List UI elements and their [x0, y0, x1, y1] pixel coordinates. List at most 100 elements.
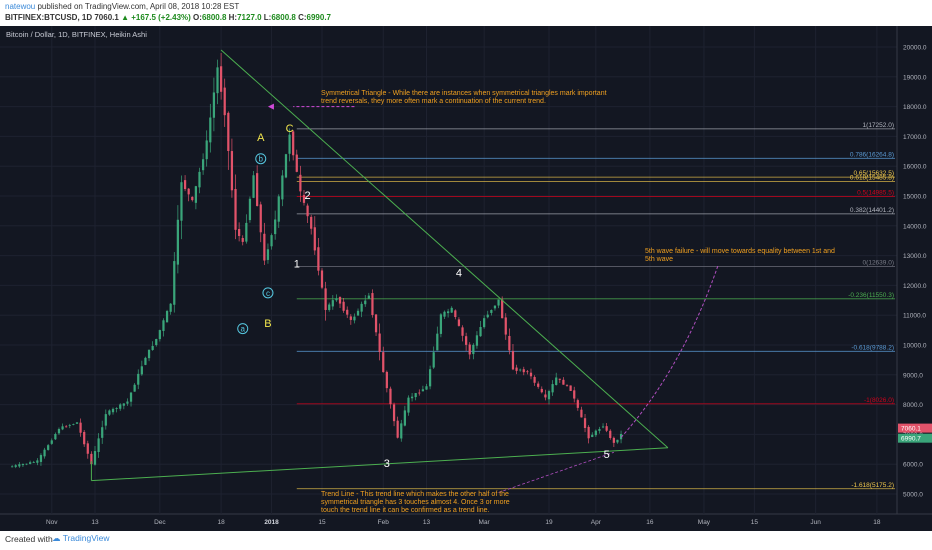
price-change: ▲ +167.5 (+2.43%) — [121, 13, 191, 22]
candle-body — [104, 414, 107, 426]
candle-body — [356, 310, 360, 316]
candle-body — [446, 311, 450, 314]
candle-body — [353, 316, 356, 321]
candle-body — [216, 67, 219, 94]
fib-level-label: 0.5(14985.5) — [857, 189, 894, 196]
candle-body — [591, 434, 594, 438]
candle-body — [65, 426, 68, 428]
fib-level-label: 0.786(16264.8) — [850, 151, 894, 158]
candle-body — [598, 428, 601, 431]
fib-level-label: 0.618(15485.8) — [850, 175, 894, 182]
price-badge-label: 6990.7 — [901, 436, 921, 443]
candle-body — [68, 425, 71, 426]
candle-body — [295, 154, 298, 172]
candle-body — [108, 410, 111, 415]
price-chart[interactable]: 20000.019000.018000.017000.016000.015000… — [0, 26, 932, 531]
candle-body — [50, 440, 53, 444]
candle-body — [198, 171, 201, 188]
candle-body — [162, 320, 165, 331]
annotation-line: 5th wave failure - will move towards equ… — [645, 248, 835, 255]
candle-body — [205, 140, 208, 160]
candle-body — [428, 369, 432, 387]
candle-body — [425, 386, 428, 390]
candle-body — [299, 174, 302, 192]
candle-body — [594, 430, 597, 436]
candle-body — [432, 352, 435, 368]
wave-label: 1 — [294, 259, 300, 271]
fib-level-label: 1(17252.0) — [863, 122, 894, 129]
wave-label-circle — [237, 323, 249, 335]
publisher-line: natewou published on TradingView.com, Ap… — [5, 2, 239, 11]
candle-body — [522, 369, 525, 373]
candle-body — [537, 383, 540, 387]
annotation-arrowhead — [267, 103, 274, 110]
candle-body — [183, 180, 187, 190]
y-tick-label: 6000.0 — [903, 462, 923, 469]
candle-body — [418, 392, 421, 394]
candle-body — [137, 373, 140, 385]
candle-body — [227, 112, 230, 152]
chart-title: Bitcoin / Dollar, 1D, BITFINEX, Heikin A… — [6, 30, 147, 39]
candle-body — [533, 376, 536, 383]
candle-body — [292, 131, 295, 156]
candle-body — [18, 464, 21, 467]
candle-body — [587, 426, 590, 439]
y-tick-label: 16000.0 — [903, 164, 927, 171]
y-tick-label: 15000.0 — [903, 194, 927, 201]
wave-label: 4 — [456, 267, 462, 279]
candle-body — [93, 451, 97, 465]
fib-level-label: -1(8026.0) — [864, 397, 894, 404]
candle-body — [90, 453, 93, 465]
triangle-lower-line — [91, 447, 668, 482]
candle-body — [54, 434, 57, 440]
candle-body — [209, 117, 212, 143]
candle-body — [515, 367, 518, 371]
candle-body — [576, 400, 579, 408]
candle-body — [201, 159, 205, 171]
candle-body — [364, 300, 367, 305]
candle-body — [21, 464, 25, 466]
last-price: 7060.1 — [94, 13, 119, 22]
candle-body — [486, 314, 489, 318]
x-tick-label: 2018 — [264, 519, 279, 526]
annotation-line: symmetrical triangle has 3 touches almos… — [321, 499, 510, 506]
low-label: L: — [263, 13, 272, 22]
candle-body — [508, 335, 511, 351]
candle-body — [601, 426, 605, 428]
candle-body — [302, 195, 306, 203]
annotation-line: Trend Line - This trend line which makes… — [321, 491, 509, 498]
candle-body — [551, 384, 554, 393]
candle-body — [147, 349, 151, 359]
x-tick-label: 13 — [91, 519, 99, 526]
chart-area[interactable]: 20000.0 19000.0 18000.0 17000.0 16000.0 15000… — [0, 26, 932, 531]
candle-body — [436, 333, 439, 351]
candle-body — [126, 401, 129, 404]
candle-body — [558, 378, 561, 380]
ohlc-line: BITFINEX:BTCUSD, 1D 7060.1 ▲ +167.5 (+2.… — [5, 13, 331, 22]
candle-body — [457, 319, 461, 326]
candle-body — [274, 219, 277, 235]
x-tick-label: Dec — [154, 519, 166, 526]
candle-body — [526, 371, 529, 373]
tradingview-logo[interactable]: ☁ TradingView — [52, 533, 110, 543]
candle-body — [371, 293, 374, 315]
candle-body — [544, 394, 547, 398]
annotation-line: Symmetrical Triangle - While there are i… — [321, 90, 607, 97]
candle-body — [324, 288, 327, 310]
wave-projection-path — [620, 264, 719, 438]
candle-body — [443, 311, 446, 317]
candle-body — [101, 427, 104, 438]
symbol: BITFINEX:BTCUSD, 1D — [5, 13, 93, 22]
candle-body — [396, 420, 399, 438]
candle-body — [547, 391, 551, 400]
candle-body — [540, 388, 543, 393]
candle-body — [277, 196, 280, 222]
wave-label: A — [257, 132, 265, 144]
candle-body — [609, 430, 612, 438]
candle-body — [367, 295, 370, 299]
y-tick-label: 20000.0 — [903, 45, 927, 52]
candle-body — [616, 439, 619, 443]
publisher-user[interactable]: natewou — [5, 2, 36, 11]
candle-body — [454, 310, 457, 318]
candle-body — [11, 466, 14, 468]
